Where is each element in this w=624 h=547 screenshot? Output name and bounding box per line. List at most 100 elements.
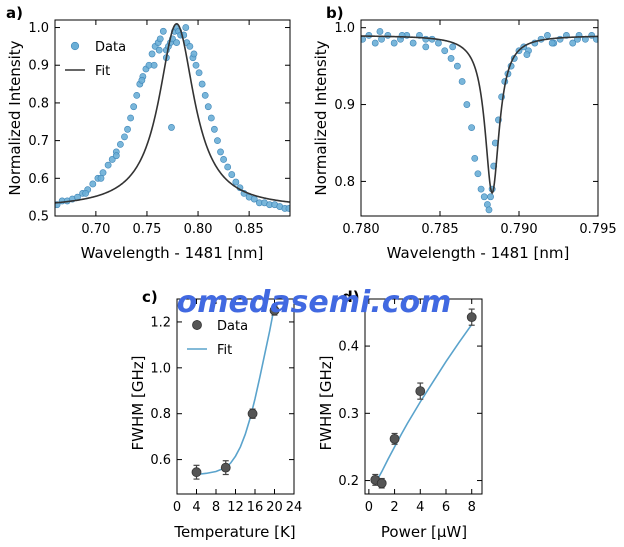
panel-c-xtick-label: 24 (286, 500, 303, 515)
panel-d-ytick-label: 0.4 (338, 340, 359, 355)
panel-b-data-point (485, 206, 493, 214)
panel-c-ytick-label: 0.8 (150, 407, 171, 422)
panel-b-data-point (523, 51, 531, 58)
panel-a-data-point (192, 61, 200, 69)
panel-c-xtick-label: 8 (212, 500, 220, 515)
panel-b-fit-line (361, 35, 598, 195)
panel-a-xtick-label: 0.70 (81, 222, 110, 237)
panel-a-frame (54, 19, 291, 217)
panel-b-ytick-label: 0.8 (334, 175, 355, 190)
panel-a-data-point (186, 42, 194, 50)
panel-a-data-point (97, 174, 105, 182)
panel-b-plot-area (361, 28, 598, 214)
panel-c-plot-area (196, 305, 276, 476)
panel-a-data-point (99, 169, 107, 177)
panel-b-data-point (463, 101, 471, 108)
panel-d-fit-line (374, 324, 473, 484)
panel-c-xlabel: Temperature [K] (173, 523, 295, 541)
panel-b-data-point (361, 35, 366, 43)
panel-a-data-point (156, 35, 164, 43)
panel-a-data-point (130, 103, 138, 111)
panel-a-data-point (285, 205, 290, 212)
panel-a-ytick-label: 0.5 (28, 210, 49, 225)
panel-c-xtick-label: 20 (266, 500, 283, 515)
panel-a-xtick-label: 0.85 (235, 222, 264, 237)
panel-b-data-point (480, 193, 488, 201)
panel-a-data-point (204, 103, 212, 111)
panel-d-plot-area (374, 324, 473, 484)
panel-a-data-point (89, 180, 97, 188)
panel-a-ytick-label: 0.6 (28, 172, 49, 187)
panel-c-ylabel: FWHM [GHz] (129, 356, 147, 451)
panel-d-xtick-label: 0 (365, 500, 373, 515)
panel-b-xlabel: Wavelength - 1481 [nm] (387, 244, 570, 262)
panel-d-xtick-label: 4 (416, 500, 424, 515)
panel-a: a) Wavelength - 1481 [nm] Normalized Int… (6, 4, 291, 262)
panel-d-xtick-label: 6 (442, 500, 450, 515)
panel-b-data-point (453, 62, 461, 70)
panel-a-data-point (155, 46, 163, 54)
panel-b-data-point (544, 31, 551, 39)
panel-c-xtick-label: 0 (173, 500, 181, 515)
panel-a-xlabel: Wavelength - 1481 [nm] (81, 244, 264, 262)
panel-b-data-point (390, 39, 398, 47)
panel-a-data-point (173, 39, 180, 47)
panel-c-legend-data-label: Data (217, 319, 248, 334)
panel-d-label: d) (342, 288, 360, 306)
panel-b-data-point (371, 39, 379, 47)
panel-a-data-point (232, 178, 240, 186)
panel-a-data-point (224, 163, 232, 171)
panel-a-data-point (168, 124, 175, 131)
panel-b-xtick-label: 0.780 (342, 222, 379, 237)
panel-b-xtick-label: 0.795 (579, 222, 616, 237)
panel-a-data-point (148, 50, 156, 58)
panel-c-label: c) (142, 288, 158, 306)
panel-a-data-point (210, 125, 218, 133)
panel-a-data-point (195, 69, 203, 77)
panel-a-data-point (201, 91, 209, 99)
panel-b-data-point (435, 39, 442, 47)
panel-d: d) Power [μW] FWHM [GHz] 0 2 4 6 8 0.2 0.3 0.4 (317, 288, 483, 541)
panel-a-plot-area (55, 22, 290, 212)
panel-b-data-point (548, 39, 556, 47)
panel-b-xtick-label: 0.790 (500, 222, 537, 237)
panel-b-data-point (458, 78, 466, 85)
panel-a-data-point (220, 156, 227, 163)
panel-a-data-point (124, 125, 131, 133)
panel-a-data-point (159, 27, 167, 35)
panel-a-data-point (182, 24, 190, 31)
panel-d-frame (364, 298, 483, 495)
panel-a-ytick-label: 0.7 (28, 134, 49, 149)
panel-b-data-point (441, 47, 449, 55)
panel-a-ylabel: Normalized Intensity (6, 40, 24, 195)
panel-a-label: a) (6, 4, 23, 22)
panel-c-xtick-label: 4 (192, 500, 200, 515)
panel-c-data-point (247, 408, 258, 419)
panel-a-legend-data-label: Data (95, 40, 126, 55)
panel-d-data-point (376, 478, 387, 489)
panel-a-data-point (138, 76, 146, 84)
panel-a-data-point (207, 114, 215, 122)
panel-d-xtick-label: 8 (468, 500, 476, 515)
panel-a-data-point (150, 61, 158, 69)
panel-c-ytick-label: 1.2 (150, 315, 171, 330)
panel-b-data-point (569, 39, 577, 47)
panel-a-legend-fit-label: Fit (95, 64, 110, 79)
panel-c-xtick-label: 16 (247, 500, 264, 515)
panel-d-data-point (466, 312, 477, 323)
panel-b-data-point (487, 193, 494, 201)
panel-b-frame (360, 19, 599, 217)
panel-b-data-point (477, 185, 485, 193)
panel-a-data-point (228, 171, 236, 178)
panel-d-data-point (389, 433, 400, 444)
panel-a-data-point (116, 140, 124, 148)
panel-b-ytick-label: 0.9 (334, 98, 355, 113)
panel-a-data-point (82, 189, 90, 197)
panel-b-data-point (468, 124, 475, 132)
panel-c-ytick-label: 1.0 (150, 361, 171, 376)
panel-a-ytick-label: 0.9 (28, 59, 49, 74)
panel-a-fit-line (55, 22, 290, 204)
panel-b: b) Wavelength - 1481 [nm] Normalized Int… (312, 4, 617, 262)
panel-b-data-point (449, 43, 457, 51)
